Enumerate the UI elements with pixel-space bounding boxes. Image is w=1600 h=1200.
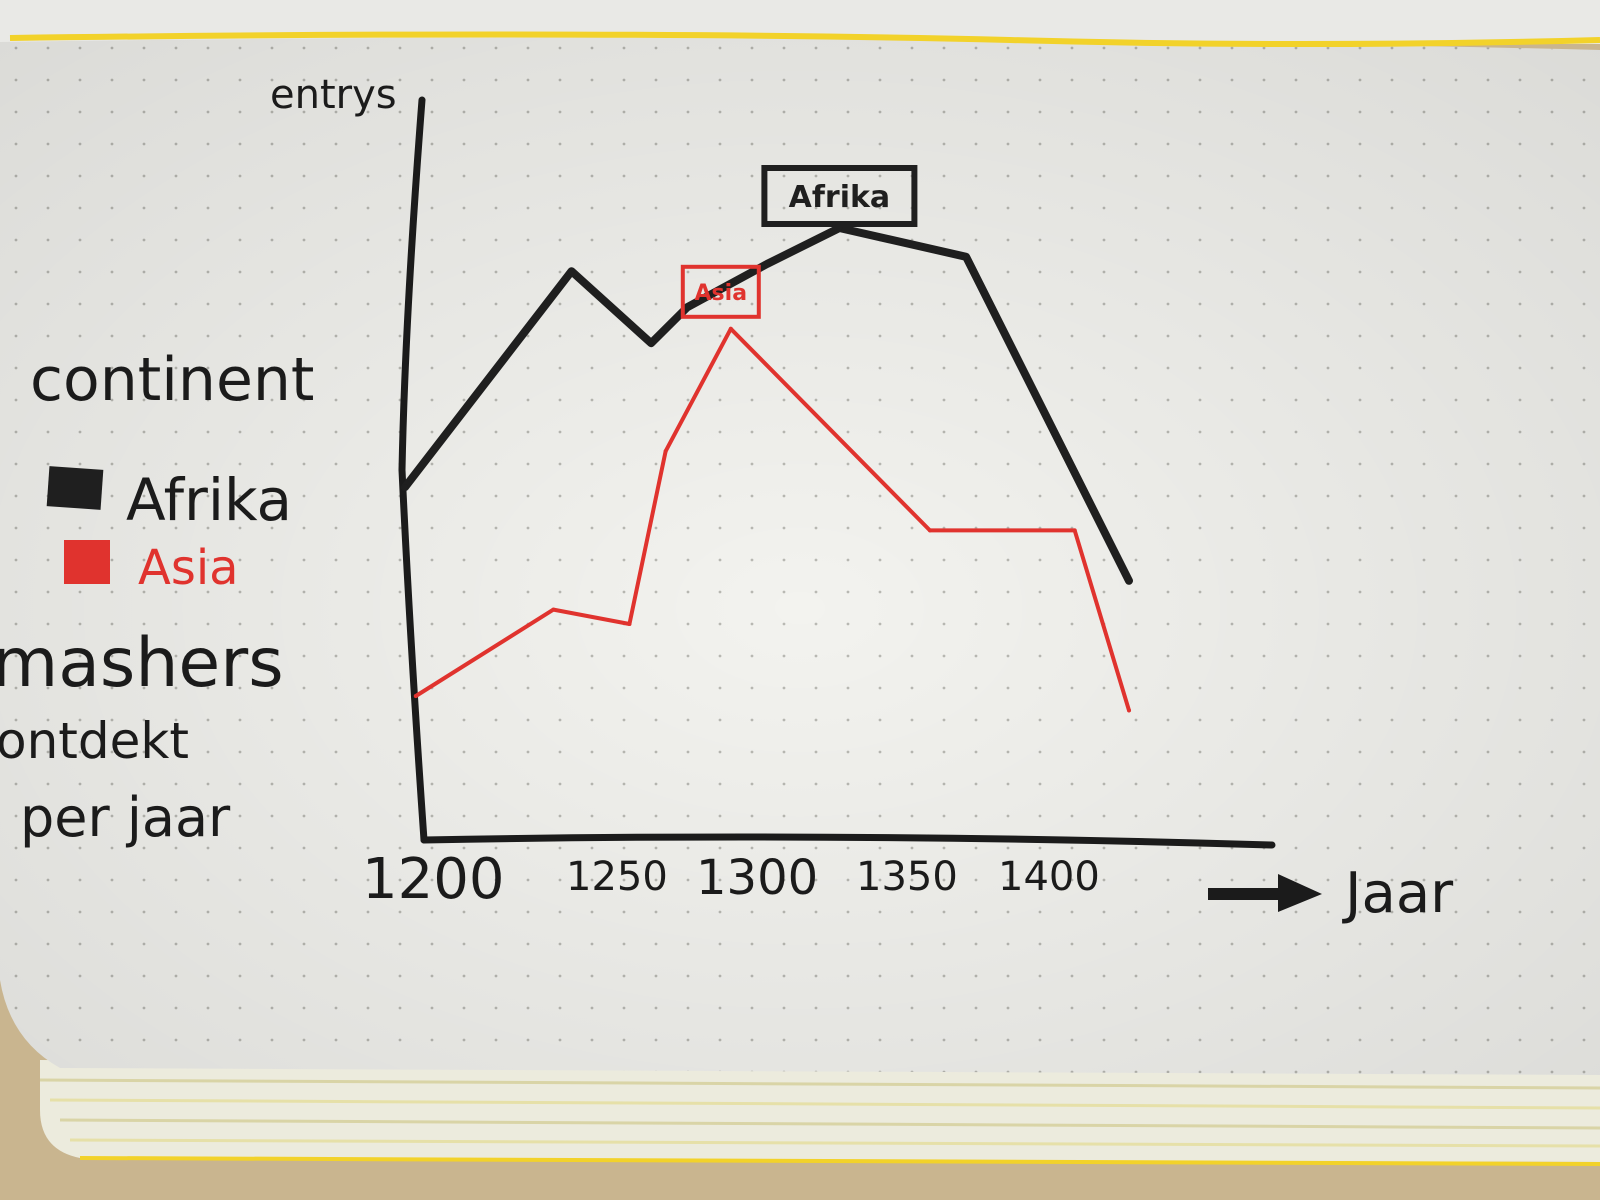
y-axis xyxy=(398,96,428,844)
x-tick-label: 1200 xyxy=(362,847,505,912)
x-tick-label: 1350 xyxy=(856,854,958,900)
series-line-afrika xyxy=(401,224,1133,585)
arrow-icon xyxy=(1208,874,1322,912)
annotation-label-asia: Asia xyxy=(695,281,748,306)
annotation-label-afrika: Afrika xyxy=(789,180,891,215)
series-layer: Afrika Asia xyxy=(401,165,1133,713)
legend-label-asia: Asia xyxy=(138,540,239,596)
side-note: mashers ontdekt per jaar xyxy=(0,624,284,849)
side-note-line: ontdekt xyxy=(0,712,189,770)
x-tick-label: 1250 xyxy=(566,854,668,900)
data-point-asia xyxy=(1072,528,1077,533)
x-axis xyxy=(420,833,1276,849)
data-point-afrika xyxy=(684,304,691,311)
data-point-afrika xyxy=(1126,577,1132,584)
side-note-line: mashers xyxy=(0,624,284,703)
data-point-asia xyxy=(551,607,556,612)
legend-swatch-afrika xyxy=(46,466,104,510)
x-tick-label: 1300 xyxy=(696,850,818,906)
data-point-afrika xyxy=(963,253,970,260)
data-point-afrika xyxy=(764,261,770,267)
data-point-afrika xyxy=(402,484,408,491)
page-stack xyxy=(40,1060,1600,1162)
data-point-afrika xyxy=(648,340,655,347)
annotation-box-afrika xyxy=(761,165,918,227)
ribbon-bookmark xyxy=(9,31,1600,47)
legend-label-afrika: Afrika xyxy=(126,466,292,534)
legend: continent Afrika Asia xyxy=(30,345,314,596)
side-note-line: per jaar xyxy=(20,786,231,849)
x-axis-label: Jaar xyxy=(1342,861,1454,926)
x-tick-labels: 1200 1250 1300 1350 1400 xyxy=(362,847,1100,912)
data-point-asia xyxy=(663,449,668,454)
annotation-box-asia xyxy=(680,264,761,319)
data-point-asia xyxy=(728,326,733,331)
data-point-asia xyxy=(627,622,632,626)
data-point-asia xyxy=(413,694,418,698)
annotation-afrika: Afrika xyxy=(761,165,918,227)
data-point-asia xyxy=(927,528,932,533)
legend-title: continent xyxy=(30,345,314,415)
data-point-afrika xyxy=(568,268,575,275)
x-tick-label: 1400 xyxy=(998,854,1100,900)
data-point-asia xyxy=(1127,708,1131,713)
annotation-asia: Asia xyxy=(680,264,761,319)
series-line-asia xyxy=(413,326,1131,713)
y-axis-label: entrys xyxy=(270,72,397,118)
legend-swatch-asia xyxy=(64,540,110,584)
